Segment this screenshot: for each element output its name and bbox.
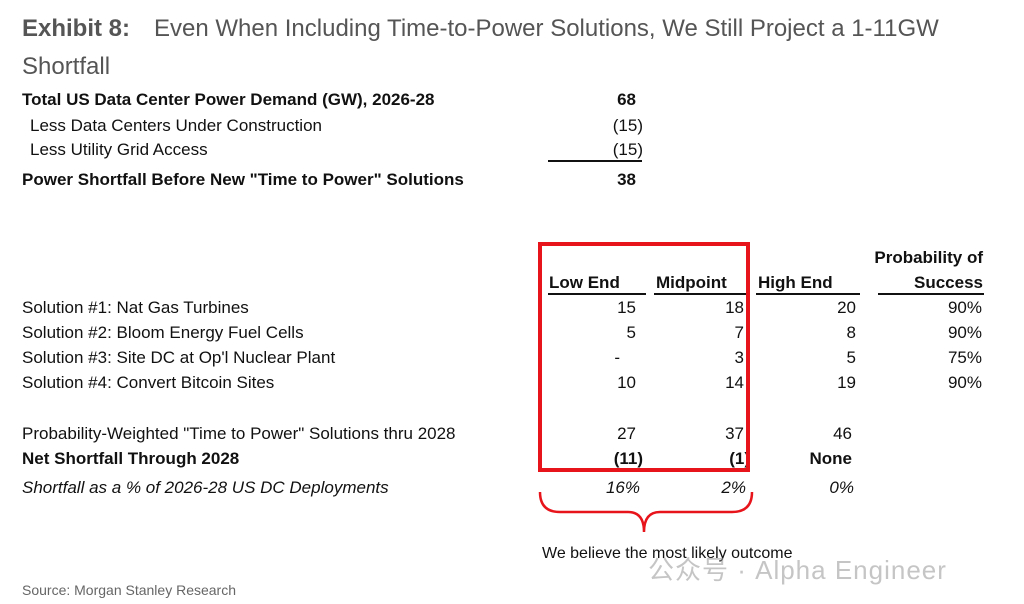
summary-value-construction: (15) (612, 116, 643, 135)
summary-label-total: Total US Data Center Power Demand (GW), … (22, 90, 435, 109)
net-high: None (809, 449, 853, 468)
row-prob: 90% (947, 323, 982, 342)
summary-value-shortfall: 38 (617, 170, 636, 189)
row-low: 15 (617, 298, 636, 317)
pct-mid: 2% (721, 478, 746, 497)
net-low: (11) (613, 449, 643, 468)
annotation-text: We believe the most likely outcome (542, 545, 793, 562)
row-low: 10 (617, 373, 636, 392)
row-mid: 7 (734, 323, 744, 342)
row-label: Solution #3: Site DC at Op'l Nuclear Pla… (22, 348, 336, 367)
watermark: 公众号 · Alpha Engineer (648, 555, 947, 585)
net-mid: (1) (729, 449, 750, 468)
pct-low: 16% (605, 478, 640, 497)
header-underline-low (548, 293, 646, 295)
header-midpoint: Midpoint (656, 273, 727, 292)
pct-label: Shortfall as a % of 2026-28 US DC Deploy… (22, 478, 389, 497)
row-label: Solution #4: Convert Bitcoin Sites (22, 373, 275, 392)
weighted-label: Probability-Weighted "Time to Power" Sol… (22, 424, 456, 443)
row-prob: 90% (947, 298, 982, 317)
brace-bracket (538, 491, 754, 533)
weighted-high: 46 (833, 424, 852, 443)
row-high: 20 (837, 298, 856, 317)
net-label: Net Shortfall Through 2028 (22, 449, 240, 468)
page-title: Exhibit 8: Even When Including Time-to-Po… (22, 10, 982, 86)
header-underline-prob (878, 293, 984, 295)
exhibit-label: Exhibit 8: (22, 15, 131, 42)
row-high: 19 (837, 373, 856, 392)
summary-value-grid: (15) (612, 140, 643, 159)
row-high: 8 (846, 323, 856, 342)
pct-high: 0% (829, 478, 854, 497)
row-mid: 3 (734, 348, 744, 367)
header-probability-line2: Success (914, 273, 983, 292)
highlight-box (538, 242, 750, 472)
row-mid: 14 (725, 373, 744, 392)
row-label: Solution #1: Nat Gas Turbines (22, 298, 249, 317)
header-underline-high (756, 293, 860, 295)
weighted-mid: 37 (725, 424, 744, 443)
exhibit-title: Even When Including Time-to-Power Soluti… (22, 15, 939, 80)
row-high: 5 (846, 348, 856, 367)
summary-label-construction: Less Data Centers Under Construction (30, 116, 322, 135)
row-mid: 18 (725, 298, 744, 317)
summary-label-grid: Less Utility Grid Access (30, 140, 208, 159)
weighted-low: 27 (617, 424, 636, 443)
summary-underline (548, 160, 642, 162)
row-label: Solution #2: Bloom Energy Fuel Cells (22, 323, 304, 342)
summary-label-shortfall: Power Shortfall Before New "Time to Powe… (22, 170, 464, 189)
header-low-end: Low End (549, 273, 620, 292)
header-probability-line1: Probability of (874, 248, 983, 267)
row-prob: 90% (947, 373, 982, 392)
source-text: Source: Morgan Stanley Research (22, 582, 236, 598)
row-low: - (614, 348, 620, 367)
row-low: 5 (626, 323, 636, 342)
summary-value-total: 68 (617, 90, 636, 109)
header-underline-mid (654, 293, 746, 295)
header-high-end: High End (758, 273, 833, 292)
row-prob: 75% (947, 348, 982, 367)
